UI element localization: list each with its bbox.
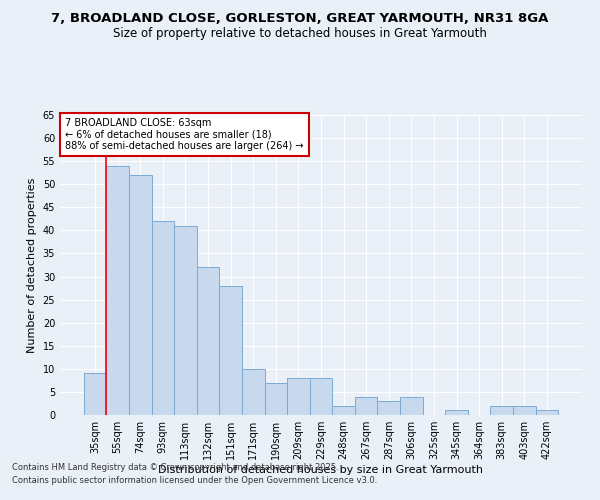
Bar	[377, 401, 400, 415]
Bar	[220, 286, 242, 415]
Bar	[152, 221, 174, 415]
Bar	[174, 226, 197, 415]
Bar	[242, 369, 265, 415]
Text: Contains HM Land Registry data © Crown copyright and database right 2025.: Contains HM Land Registry data © Crown c…	[12, 464, 338, 472]
Y-axis label: Number of detached properties: Number of detached properties	[27, 178, 37, 352]
Bar	[513, 406, 536, 415]
Bar	[400, 396, 422, 415]
Text: Size of property relative to detached houses in Great Yarmouth: Size of property relative to detached ho…	[113, 28, 487, 40]
Text: 7 BROADLAND CLOSE: 63sqm
← 6% of detached houses are smaller (18)
88% of semi-de: 7 BROADLAND CLOSE: 63sqm ← 6% of detache…	[65, 118, 304, 151]
Bar	[355, 396, 377, 415]
Text: 7, BROADLAND CLOSE, GORLESTON, GREAT YARMOUTH, NR31 8GA: 7, BROADLAND CLOSE, GORLESTON, GREAT YAR…	[52, 12, 548, 26]
Bar	[490, 406, 513, 415]
Bar	[310, 378, 332, 415]
Bar	[265, 382, 287, 415]
Bar	[84, 374, 106, 415]
Bar	[129, 175, 152, 415]
Bar	[332, 406, 355, 415]
Bar	[287, 378, 310, 415]
Bar	[445, 410, 468, 415]
Bar	[536, 410, 558, 415]
Bar	[197, 268, 220, 415]
Bar	[106, 166, 129, 415]
Text: Contains public sector information licensed under the Open Government Licence v3: Contains public sector information licen…	[12, 476, 377, 485]
X-axis label: Distribution of detached houses by size in Great Yarmouth: Distribution of detached houses by size …	[158, 465, 484, 475]
